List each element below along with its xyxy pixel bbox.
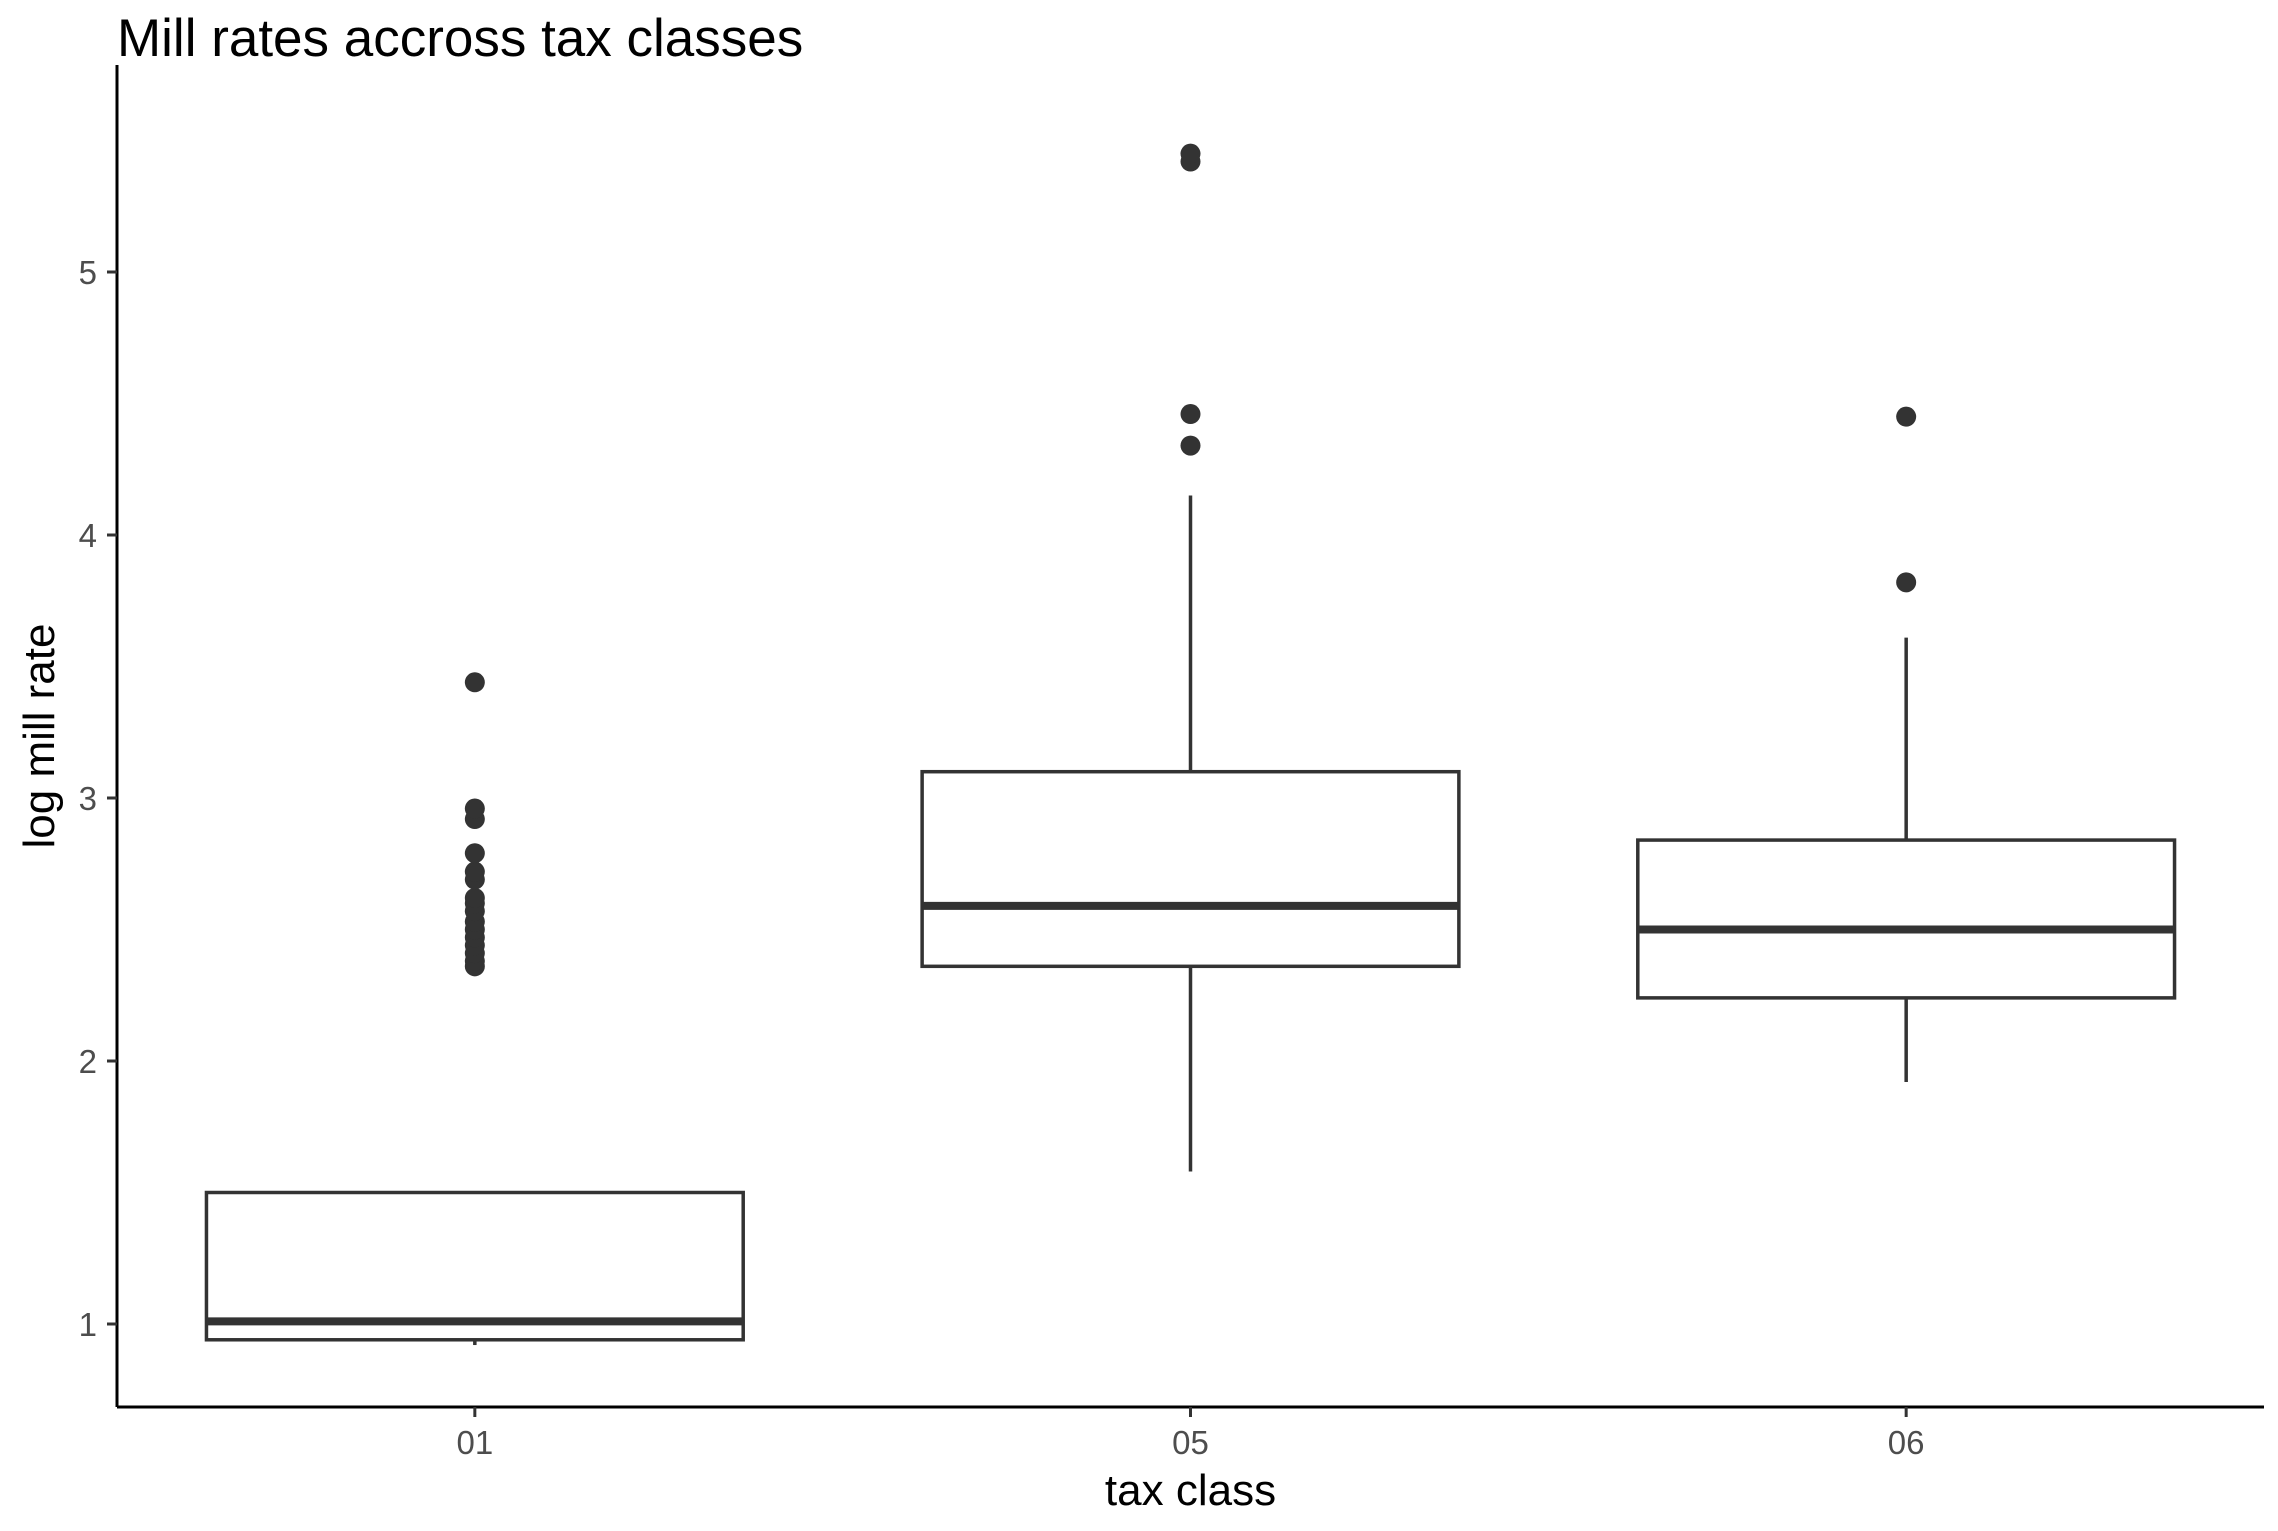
x-tick-label-06: 06 bbox=[1888, 1424, 1925, 1461]
outlier-point-01-9 bbox=[464, 887, 485, 908]
box-06 bbox=[1636, 838, 2177, 1000]
y-tick-label-2: 2 bbox=[79, 1043, 97, 1080]
y-tick-label-3: 3 bbox=[79, 780, 97, 817]
y-axis-title: log mill rate bbox=[15, 624, 64, 849]
outlier-point-05-1 bbox=[1180, 404, 1201, 425]
y-axis-ticks: 1 2 3 4 5 bbox=[79, 254, 117, 1343]
box-05 bbox=[920, 769, 1461, 969]
x-axis-ticks: 01 05 06 bbox=[456, 1407, 1925, 1461]
outlier-point-01-15 bbox=[464, 672, 485, 693]
box-01 bbox=[204, 1190, 745, 1342]
outlier-point-06-1 bbox=[1896, 406, 1917, 427]
outlier-point-05-3 bbox=[1180, 143, 1201, 164]
outlier-point-01-11 bbox=[464, 861, 485, 882]
y-tick-label-1: 1 bbox=[79, 1306, 97, 1343]
x-axis-title: tax class bbox=[1105, 1466, 1276, 1515]
chart-title: Mill rates accross tax classes bbox=[117, 9, 804, 68]
x-tick-label-01: 01 bbox=[456, 1424, 493, 1461]
outlier-point-05-0 bbox=[1180, 435, 1201, 456]
box-group-06 bbox=[1636, 406, 2177, 1083]
y-tick-label-4: 4 bbox=[79, 517, 97, 554]
plot-marks bbox=[204, 143, 2177, 1346]
box-group-05 bbox=[920, 143, 1461, 1172]
outlier-point-06-0 bbox=[1896, 572, 1917, 593]
box-group-01 bbox=[204, 672, 745, 1346]
outlier-point-01-14 bbox=[464, 798, 485, 819]
outlier-point-01-12 bbox=[464, 843, 485, 864]
y-tick-label-5: 5 bbox=[79, 254, 97, 291]
x-tick-label-05: 05 bbox=[1172, 1424, 1209, 1461]
